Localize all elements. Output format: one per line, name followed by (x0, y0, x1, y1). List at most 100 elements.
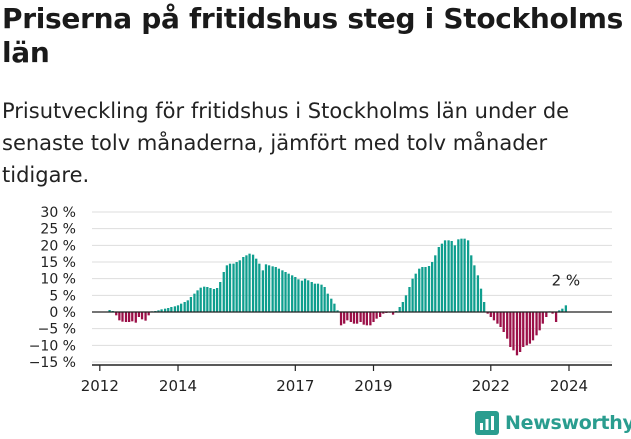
bar (316, 283, 320, 312)
bar (271, 266, 274, 312)
bar (180, 303, 183, 312)
bar (437, 247, 440, 312)
bar (163, 308, 167, 312)
bar (522, 312, 525, 347)
chart-title: Priserna på fritidshus steg i Stockholms… (2, 2, 624, 69)
bar (170, 307, 173, 312)
bar (313, 283, 316, 312)
bar (209, 288, 212, 312)
y-tick-label: 20 % (40, 238, 76, 254)
y-tick-label: −15 % (29, 355, 76, 371)
bar (372, 312, 375, 322)
bar (496, 312, 499, 324)
bar (343, 312, 346, 324)
bar (326, 293, 329, 312)
bar (307, 280, 310, 312)
chart-subtitle: Prisutveckling för fritidshus i Stockhol… (2, 99, 570, 187)
bar (167, 308, 170, 312)
bar (222, 272, 225, 312)
bar (515, 312, 519, 356)
bar (281, 270, 284, 312)
axis-layer (92, 311, 612, 371)
bar (470, 255, 473, 312)
bar (267, 265, 271, 312)
bar (561, 308, 564, 312)
bar (228, 263, 232, 312)
bar (362, 312, 365, 325)
bar (408, 287, 411, 312)
bar (512, 312, 515, 351)
x-tick-label: 2022 (472, 377, 510, 395)
bar (131, 312, 134, 322)
bar (284, 272, 287, 312)
label-layer: 30 %25 %20 %15 %10 %5 %0 %−5 %−10 %−15 %… (29, 205, 588, 395)
bar (303, 278, 307, 312)
y-tick-label: 25 % (40, 222, 76, 238)
bar (215, 288, 219, 312)
bar (157, 310, 160, 312)
bar (134, 312, 137, 323)
bar (489, 312, 492, 317)
bar (414, 273, 417, 312)
bar (365, 312, 368, 326)
bar (339, 312, 343, 326)
bar (535, 312, 538, 336)
bar (264, 264, 268, 312)
bar (115, 312, 118, 316)
bar (147, 312, 150, 316)
y-tick-label: −5 % (38, 322, 76, 338)
bar (128, 312, 131, 322)
bar (479, 288, 483, 312)
bar (564, 305, 568, 312)
bar (219, 282, 222, 312)
bar (349, 312, 352, 322)
bar (398, 307, 401, 312)
bar (421, 267, 424, 312)
bar (121, 312, 124, 322)
bar (333, 303, 336, 312)
bar (457, 239, 460, 312)
bar (525, 312, 528, 346)
newsworthy-logo-icon (475, 411, 499, 435)
bar (346, 312, 349, 321)
bar (509, 312, 512, 347)
bar (473, 265, 476, 312)
bar (336, 310, 339, 312)
bar (486, 312, 489, 314)
bar (466, 240, 470, 312)
bar (541, 312, 544, 324)
bar (359, 312, 362, 322)
bar (518, 312, 522, 352)
bar (476, 275, 480, 312)
bar (196, 290, 199, 312)
bar (248, 253, 251, 312)
y-tick-label: −10 % (29, 338, 76, 354)
bar (391, 312, 395, 315)
bar (300, 280, 304, 312)
y-tick-label: 0 % (49, 305, 76, 321)
x-tick-label: 2012 (81, 377, 119, 395)
bar (369, 312, 372, 326)
y-tick-label: 5 % (49, 288, 76, 304)
bar (404, 295, 408, 312)
newsworthy-brand-name: Newsworthy (505, 412, 631, 434)
bar (255, 258, 258, 312)
bar (528, 312, 532, 344)
bar (551, 312, 554, 314)
bar (291, 275, 294, 312)
bar (427, 266, 431, 312)
newsworthy-brand[interactable]: Newsworthy (475, 407, 631, 439)
bar (144, 312, 147, 321)
bar (297, 279, 300, 312)
bar (235, 262, 238, 312)
bar (401, 302, 404, 312)
bar (186, 300, 189, 312)
bar (447, 240, 450, 312)
bar (538, 312, 541, 331)
bar (251, 254, 255, 312)
bar (294, 277, 297, 312)
bar (261, 270, 264, 312)
bar (460, 238, 463, 312)
bar (225, 265, 229, 312)
bar (242, 257, 245, 312)
